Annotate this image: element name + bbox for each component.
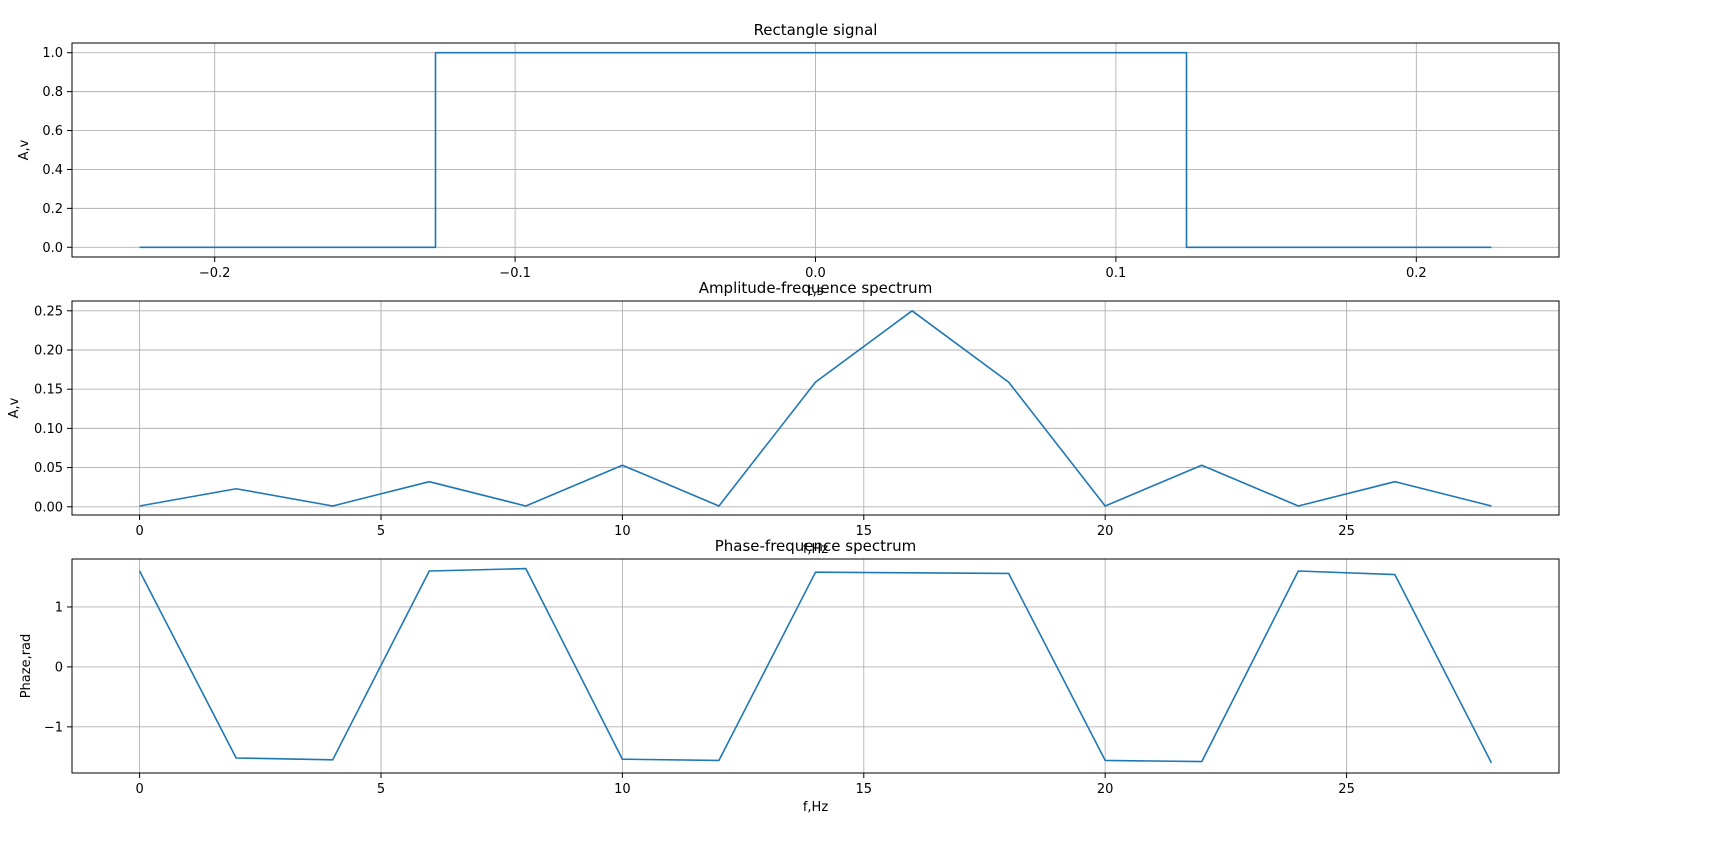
x-tick-label: 10 (614, 782, 631, 797)
y-tick-label: 0.4 (42, 163, 63, 178)
series-line (139, 51, 1492, 249)
y-tick-label: 0.0 (42, 241, 63, 256)
plot-frame (71, 558, 1560, 774)
x-tick-label: 0 (135, 782, 143, 797)
x-axis-label: f,Hz (803, 800, 828, 815)
x-tick-label: 25 (1338, 524, 1355, 539)
series-line (138, 567, 1493, 764)
y-axis-label: A,v (7, 397, 22, 418)
y-axis-label: Phaze,rad (19, 634, 34, 699)
y-tick-label: 0.2 (42, 202, 63, 217)
y-tick-label: 0.15 (34, 383, 63, 398)
x-tick-label: −0.1 (499, 266, 531, 281)
x-tick-label: −0.2 (199, 266, 231, 281)
y-tick-label: 0.25 (34, 304, 63, 319)
x-axis-label: t,s (807, 284, 823, 299)
x-tick-label: 20 (1097, 782, 1114, 797)
chart-title: Phase-frequence spectrum (715, 537, 917, 555)
y-tick-label: 0.6 (42, 124, 63, 139)
chart-panel-1: −0.2 −0.1 0.0 0.1 0.2 0.0 0.2 0.4 0.6 0.8 1.0 Recta… (17, 21, 1560, 299)
x-tick-label: 5 (377, 782, 385, 797)
y-tick-label: −1 (44, 720, 63, 735)
y-tick-label: 0.05 (34, 461, 63, 476)
series-line (139, 309, 1492, 507)
x-tick-label: 10 (614, 524, 631, 539)
x-tick-label: 0 (135, 524, 143, 539)
y-tick-label: 0.00 (34, 500, 63, 515)
y-tick-label: 1 (55, 600, 63, 615)
x-tick-label: 25 (1338, 782, 1355, 797)
x-tick-label: 0.1 (1106, 266, 1127, 281)
x-tick-label: 15 (856, 782, 873, 797)
x-tick-label: 0.2 (1406, 266, 1427, 281)
chart-panel-2: 0 5 10 15 20 25 0.00 0.05 0.10 0.15 0.20 0.25 Amplit… (7, 279, 1560, 557)
y-tick-label: 0.20 (34, 343, 63, 358)
y-tick-label: 0.10 (34, 422, 63, 437)
x-tick-label: 20 (1097, 524, 1114, 539)
x-tick-label: 0.0 (805, 266, 826, 281)
x-tick-label: 15 (856, 524, 873, 539)
y-tick-label: 1.0 (42, 46, 63, 61)
y-tick-label: 0 (55, 660, 63, 675)
chart-title: Amplitude-frequence spectrum (699, 279, 933, 297)
chart-title: Rectangle signal (754, 21, 878, 39)
y-tick-label: 0.8 (42, 85, 63, 100)
x-tick-label: 5 (377, 524, 385, 539)
plot-frame (71, 300, 1560, 516)
y-axis-label: A,v (17, 139, 32, 160)
x-axis-label: f,Hz (803, 542, 828, 557)
